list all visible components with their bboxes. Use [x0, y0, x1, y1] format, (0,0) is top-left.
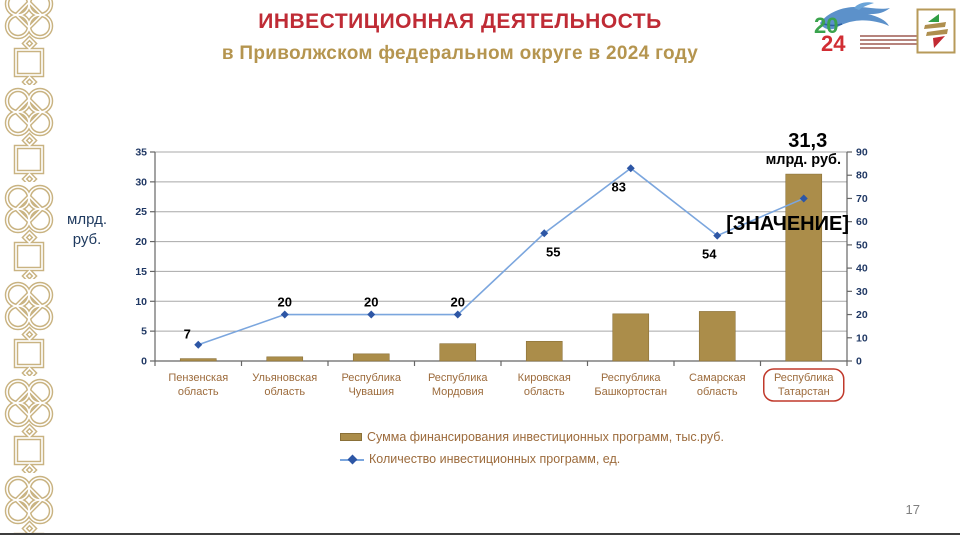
svg-text:Республика: Республика [428, 372, 488, 384]
svg-text:область: область [524, 386, 565, 398]
svg-text:15: 15 [135, 266, 147, 278]
bottom-border-line [0, 533, 960, 535]
year-2024-logo: 20 24 [808, 2, 926, 60]
svg-text:Мордовия: Мордовия [432, 386, 484, 398]
svg-text:70: 70 [856, 193, 868, 205]
svg-text:83: 83 [612, 179, 626, 194]
svg-text:30: 30 [856, 286, 868, 298]
svg-text:55: 55 [546, 244, 560, 259]
svg-text:Ульяновская: Ульяновская [252, 372, 317, 384]
year-digits-24: 24 [821, 31, 846, 56]
svg-text:Самарская: Самарская [689, 372, 746, 384]
svg-text:0: 0 [141, 356, 147, 368]
slide-title: ИНВЕСТИЦИОННАЯ ДЕЯТЕЛЬНОСТЬ [258, 10, 662, 33]
svg-text:54: 54 [702, 247, 717, 262]
legend-line-swatch [340, 454, 364, 464]
diamond-marker-icon [347, 454, 358, 464]
ornament-border [2, 0, 56, 535]
bar-line-chart: 0 5 10 15 20 25 30 35 0 10 20 30 40 50 60 70 80 90 7 20 20 20… [135, 130, 868, 402]
svg-text:10: 10 [135, 296, 147, 308]
svg-text:Кировская: Кировская [518, 372, 571, 384]
legend-bar-label: Сумма финансирования инвестиционных прог… [367, 430, 724, 444]
svg-text:20: 20 [364, 295, 378, 310]
svg-text:Республика: Республика [601, 372, 661, 384]
svg-text:20: 20 [278, 295, 292, 310]
svg-text:20: 20 [135, 236, 147, 248]
svg-text:60: 60 [856, 216, 868, 228]
svg-text:40: 40 [856, 263, 868, 275]
svg-text:Республика: Республика [341, 372, 401, 384]
legend-bar-swatch [340, 433, 362, 441]
svg-text:7: 7 [184, 327, 191, 342]
chart: 0 5 10 15 20 25 30 35 0 10 20 30 40 50 60 70 80 90 7 20 20 20… [85, 128, 885, 425]
svg-text:25: 25 [135, 206, 147, 218]
svg-text:31,3: 31,3 [788, 130, 827, 152]
svg-text:область: область [178, 386, 219, 398]
year-badge-fine-print [860, 35, 926, 51]
svg-text:20: 20 [451, 295, 465, 310]
svg-text:область: область [697, 386, 738, 398]
slide-header: ИНВЕСТИЦИОННАЯ ДЕЯТЕЛЬНОСТЬ в Приволжско… [150, 10, 770, 65]
svg-text:Пензенская: Пензенская [168, 372, 228, 384]
year-digits: 20 24 [814, 15, 845, 55]
svg-text:млрд. руб.: млрд. руб. [766, 152, 841, 168]
slide-subtitle: в Приволжском федеральном округе в 2024 … [221, 43, 699, 64]
svg-text:10: 10 [856, 332, 868, 344]
pegasus-icon [820, 2, 890, 30]
svg-text:Республика: Республика [774, 372, 834, 384]
svg-text:90: 90 [856, 147, 868, 159]
legend-line-label: Количество инвестиционных программ, ед. [369, 452, 621, 466]
legend-item-line: Количество инвестиционных программ, ед. [340, 452, 724, 466]
tatarstan-emblem-logo [916, 8, 956, 54]
svg-text:50: 50 [856, 239, 868, 251]
left-axis-title: млрд. руб. [67, 211, 107, 249]
svg-text:область: область [264, 386, 305, 398]
legend-item-bars: Сумма финансирования инвестиционных прог… [340, 430, 724, 444]
svg-text:Татарстан: Татарстан [778, 386, 830, 398]
svg-text:35: 35 [135, 147, 147, 159]
page-number: 17 [905, 502, 920, 517]
chart-legend: Сумма финансирования инвестиционных прог… [340, 430, 724, 466]
svg-text:30: 30 [135, 176, 147, 188]
svg-text:Чувашия: Чувашия [348, 386, 394, 398]
year-digits-20: 20 [814, 13, 839, 38]
svg-text:20: 20 [856, 309, 868, 321]
svg-text:[ЗНАЧЕНИЕ]: [ЗНАЧЕНИЕ] [726, 213, 849, 235]
svg-text:5: 5 [141, 326, 147, 338]
svg-text:0: 0 [856, 356, 862, 368]
svg-text:80: 80 [856, 170, 868, 182]
svg-text:Башкортостан: Башкортостан [594, 386, 667, 398]
